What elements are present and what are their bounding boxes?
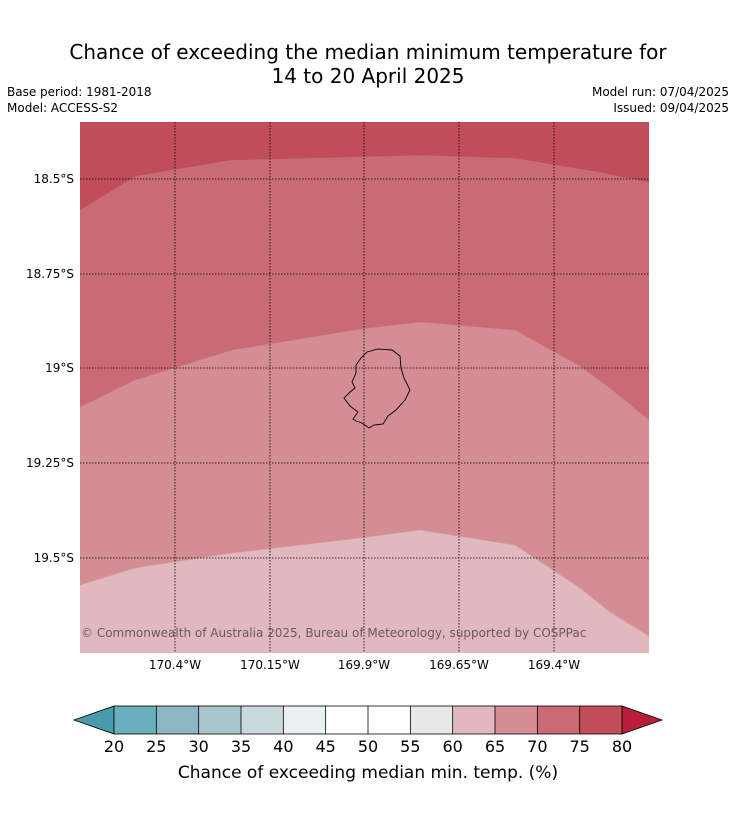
model-name: Model: ACCESS-S2: [7, 101, 119, 115]
colorbar-bin: [198, 706, 241, 734]
colorbar-bin: [452, 706, 495, 734]
colorbar-tick-label: 65: [485, 737, 505, 756]
colorbar-tick-label: 80: [612, 737, 632, 756]
map-title-line1: Chance of exceeding the median minimum t…: [69, 40, 667, 64]
base-period: Base period: 1981-2018: [7, 85, 152, 99]
gridlines: [80, 122, 649, 653]
colorbar-tick-label: 50: [358, 737, 378, 756]
probability-map: © Commonwealth of Australia 2025, Bureau…: [80, 122, 649, 653]
colorbar-bin: [241, 706, 284, 734]
colorbar-bin: [156, 706, 199, 734]
colorbar-tick-label: 55: [400, 737, 420, 756]
colorbar-bin: [325, 706, 368, 734]
colorbar-tick-label: 30: [188, 737, 208, 756]
issued-date: Issued: 09/04/2025: [613, 101, 729, 115]
contour-line: [80, 321, 649, 421]
colorbar-tick-label: 25: [146, 737, 166, 756]
map-title-line2: 14 to 20 April 2025: [271, 64, 465, 88]
lon-tick-label: 170.15°W: [240, 658, 300, 672]
colorbar-high-extend: [621, 705, 664, 735]
colorbar-bin: [495, 706, 538, 734]
lon-tick-label: 170.4°W: [149, 658, 201, 672]
lat-tick-label: 18.5°S: [34, 172, 74, 186]
colorbar-tick-label: 35: [231, 737, 251, 756]
colorbar-tick-label: 45: [315, 737, 335, 756]
colorbar-bin: [410, 706, 453, 734]
colorbar-bin: [579, 706, 622, 734]
colorbar-tick-label: 20: [104, 737, 124, 756]
lon-tick-label: 169.65°W: [429, 658, 489, 672]
colorbar-tick-label: 60: [442, 737, 462, 756]
copyright-credit: © Commonwealth of Australia 2025, Bureau…: [81, 626, 586, 640]
colorbar-tick-label: 40: [273, 737, 293, 756]
colorbar-bin: [368, 706, 411, 734]
lon-tick-label: 169.9°W: [338, 658, 390, 672]
colorbar-title: Chance of exceeding median min. temp. (%…: [178, 763, 558, 783]
island-outline: [343, 348, 411, 429]
colorbar-tick-label: 75: [569, 737, 589, 756]
model-run: Model run: 07/04/2025: [591, 85, 729, 99]
colorbar-low-extend: [72, 705, 115, 735]
colorbar: 20 25 30 35 40 45 50 55 60 65 70 75 80 C…: [72, 705, 664, 783]
band-60-65: [80, 530, 649, 653]
lat-tick-label: 19°S: [45, 361, 74, 375]
lon-tick-label: 169.4°W: [528, 658, 580, 672]
colorbar-bin: [114, 706, 157, 734]
colorbar-bin: [537, 706, 580, 734]
contour-line: [80, 529, 649, 637]
lat-tick-label: 18.75°S: [26, 267, 74, 281]
colorbar-tick-label: 70: [527, 737, 547, 756]
colorbar-bin: [283, 706, 326, 734]
lat-tick-label: 19.25°S: [26, 456, 74, 470]
contour-line: [80, 154, 649, 211]
lat-tick-label: 19.5°S: [34, 551, 74, 565]
